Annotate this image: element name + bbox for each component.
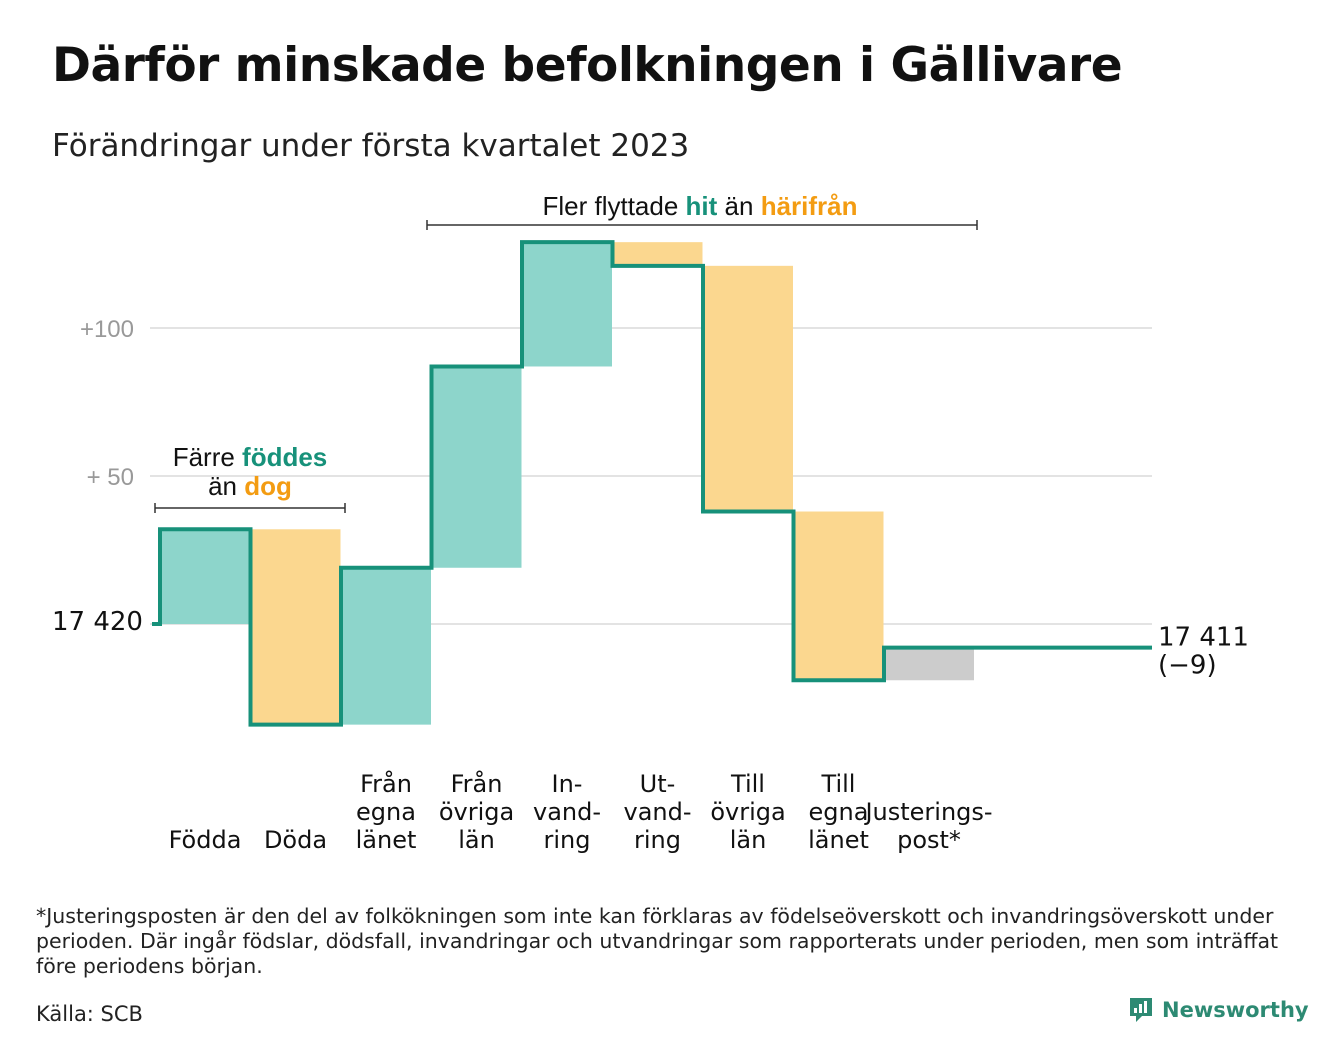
brand: Newsworthy <box>1128 996 1309 1024</box>
newsworthy-logo-icon <box>1130 998 1152 1022</box>
category-label: Justerings- <box>863 798 992 826</box>
category-label: länet <box>356 826 417 854</box>
end-change-label: (−9) <box>1158 651 1217 681</box>
bar <box>884 647 974 681</box>
category-label: län <box>730 826 767 854</box>
bar <box>522 242 612 367</box>
bar <box>431 366 522 568</box>
category-label: Från <box>360 769 412 798</box>
migration-annotation: Fler flyttade hit än härifrån <box>542 191 857 221</box>
category-label: ring <box>544 826 591 854</box>
bar <box>250 529 341 725</box>
annotation-highlight: härifrån <box>761 191 858 221</box>
y-tick-label: +100 <box>80 316 134 343</box>
category-label: In- <box>552 770 583 798</box>
category-label: vand- <box>533 798 601 826</box>
bar <box>341 567 431 725</box>
category-label: län <box>458 826 495 854</box>
category-label: vand- <box>623 798 691 826</box>
category-label: övriga <box>439 798 514 826</box>
chart-title: Därför minskade befolkningen i Gällivare <box>52 38 1123 93</box>
end-value-label: 17 411 <box>1158 623 1249 653</box>
annotation-highlight: föddes <box>242 442 327 472</box>
bar <box>160 529 250 624</box>
births-annotation-line1: Färre föddes <box>173 442 328 472</box>
category-label: Ut- <box>640 770 676 798</box>
bar <box>793 511 884 681</box>
annotation-highlight: hit <box>686 191 718 221</box>
category-label: länet <box>808 826 869 854</box>
category-label: Till <box>821 770 856 798</box>
bar <box>703 265 793 512</box>
annotation-highlight: dog <box>244 471 292 501</box>
births-annotation-line2: än dog <box>208 471 292 501</box>
brand-name: Newsworthy <box>1162 998 1309 1022</box>
category-label: ring <box>634 826 681 854</box>
category-label: Till <box>730 770 765 798</box>
category-label: övriga <box>710 798 785 826</box>
start-value-label: 17 420 <box>52 607 143 637</box>
y-tick-label: + 50 <box>87 464 134 491</box>
annotation-text: Färre <box>173 442 242 472</box>
source-label: Källa: SCB <box>36 1002 143 1026</box>
category-label: Födda <box>169 826 242 854</box>
annotation-text: än <box>208 471 244 501</box>
footnote: *Justeringsposten är den del av folkökni… <box>36 904 1279 978</box>
annotation-text: Fler flyttade <box>542 191 685 221</box>
bar <box>612 242 703 266</box>
chart-subtitle: Förändringar under första kvartalet 2023 <box>52 128 690 164</box>
category-label: post* <box>897 826 961 854</box>
category-label: egna <box>356 798 416 826</box>
category-label: egna <box>809 798 869 826</box>
cumulative-step-line <box>152 240 1152 727</box>
annotation-text: än <box>717 191 760 221</box>
category-label: Döda <box>264 826 327 854</box>
category-label: Från <box>451 769 503 798</box>
